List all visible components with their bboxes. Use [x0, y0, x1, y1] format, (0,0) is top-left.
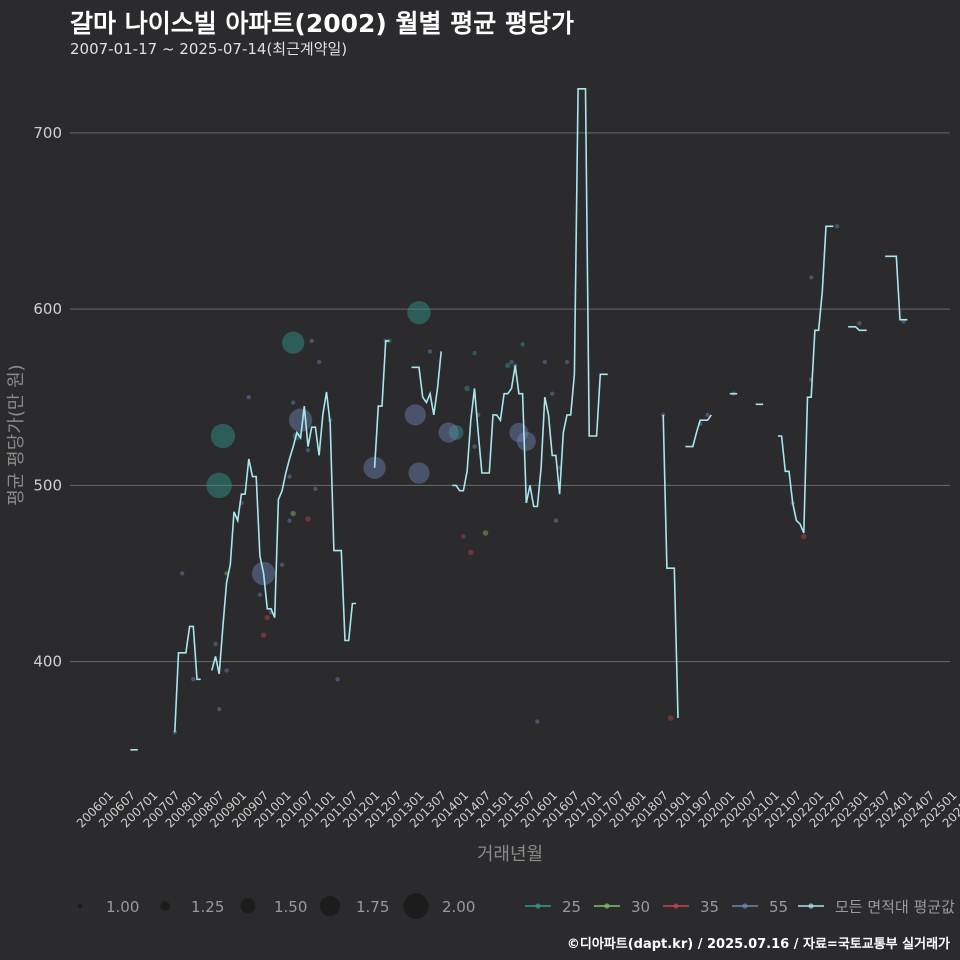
point-35: [264, 614, 271, 621]
color-legend-dot: [808, 903, 814, 909]
color-legend: 25 30 35 55 모든 면적대 평균값: [525, 898, 955, 916]
point-55: [834, 224, 840, 229]
y-tick-label: 600: [33, 300, 62, 318]
average-line-segment: [411, 351, 442, 416]
point-55: [287, 474, 292, 479]
point-55: [661, 412, 666, 418]
point-55: [217, 707, 222, 712]
point-55: [246, 395, 251, 400]
point-55: [857, 321, 862, 326]
y-tick-label: 400: [33, 653, 62, 671]
average-line-segment: [174, 625, 201, 733]
point-25: [206, 472, 232, 499]
average-line-segment: [777, 225, 834, 534]
y-axis-label: 평균 평당가(만 원): [6, 364, 27, 505]
point-55: [287, 518, 292, 523]
point-55: [224, 668, 229, 673]
point-55: [553, 518, 559, 523]
point-55: [172, 729, 177, 735]
point-55: [809, 275, 814, 280]
point-55: [438, 422, 459, 443]
color-legend-dot: [535, 903, 541, 909]
chart-title: 갈마 나이스빌 아파트(2002) 월별 평균 평당가: [70, 9, 574, 38]
x-axis-label: 거래년월: [477, 844, 543, 865]
size-legend-label: 1.00: [106, 898, 139, 916]
color-legend-dot: [742, 903, 748, 909]
y-tick-labels: 400 500 600 700: [33, 124, 62, 671]
size-legend: 1.00 1.25 1.50 1.75 2.00: [77, 893, 475, 919]
point-55: [213, 641, 218, 647]
point-35: [461, 534, 466, 539]
point-55: [542, 359, 547, 365]
size-legend-label: 1.75: [356, 898, 389, 916]
size-legend-label: 2.00: [442, 898, 475, 916]
point-55: [313, 486, 318, 492]
point-55: [180, 571, 185, 576]
point-25: [520, 342, 525, 347]
point-35: [305, 516, 311, 522]
average-line-segment: [685, 414, 712, 448]
point-35: [260, 632, 267, 638]
point-35: [667, 715, 674, 721]
point-55: [509, 359, 514, 365]
point-25: [505, 362, 511, 369]
x-tick-labels: 2006012006072007012007072008012008072009…: [74, 788, 960, 830]
point-55: [550, 391, 555, 396]
point-55: [305, 447, 311, 453]
color-legend-dot: [604, 903, 610, 909]
color-legend-label: 30: [631, 898, 650, 916]
point-55: [288, 408, 313, 432]
size-legend-key: [160, 901, 170, 911]
size-legend-label: 1.50: [274, 898, 307, 916]
point-55: [335, 677, 340, 682]
point-55: [279, 562, 285, 567]
y-tick-label: 700: [33, 124, 62, 142]
caption: ©디아파트(dapt.kr) / 2025.07.16 / 자료=국토교통부 실…: [566, 937, 950, 952]
point-55: [191, 677, 196, 682]
size-legend-key: [403, 893, 429, 919]
average-line-segment: [452, 88, 608, 508]
point-25: [282, 331, 305, 354]
point-35: [468, 549, 474, 556]
average-line-segment: [885, 255, 908, 321]
point-25: [210, 423, 236, 449]
point-35: [801, 533, 807, 540]
point-55: [408, 462, 430, 484]
point-55: [427, 349, 433, 354]
size-legend-key: [240, 898, 256, 914]
point-25: [472, 350, 477, 356]
average-line: [130, 88, 908, 751]
point-30: [482, 530, 489, 536]
color-legend-label: 25: [562, 898, 581, 916]
size-legend-key: [77, 903, 83, 909]
point-55: [257, 592, 263, 597]
grid: [70, 132, 950, 663]
point-55: [705, 412, 710, 418]
point-25: [407, 301, 431, 325]
color-legend-dot: [673, 903, 679, 909]
average-line-segment: [211, 391, 357, 675]
point-55: [535, 719, 540, 724]
size-legend-key: [319, 895, 341, 917]
color-legend-label: 모든 면적대 평균값: [835, 898, 955, 916]
point-55: [564, 359, 570, 365]
point-30: [290, 510, 296, 517]
point-25: [448, 425, 464, 440]
point-55: [404, 404, 426, 426]
average-line-segment: [373, 340, 390, 468]
point-55: [316, 359, 322, 365]
color-legend-label: 35: [700, 898, 719, 916]
color-legend-label: 55: [769, 898, 788, 916]
point-55: [472, 444, 477, 449]
average-line-segment: [662, 414, 679, 719]
point-55: [291, 400, 296, 405]
point-55: [516, 431, 536, 451]
point-55: [309, 338, 314, 344]
point-25: [464, 385, 470, 392]
average-line-segment: [848, 325, 867, 332]
y-tick-label: 500: [33, 476, 62, 494]
size-legend-label: 1.25: [191, 898, 224, 916]
chart-subtitle: 2007-01-17 ~ 2025-07-14(최근계약일): [70, 40, 348, 58]
